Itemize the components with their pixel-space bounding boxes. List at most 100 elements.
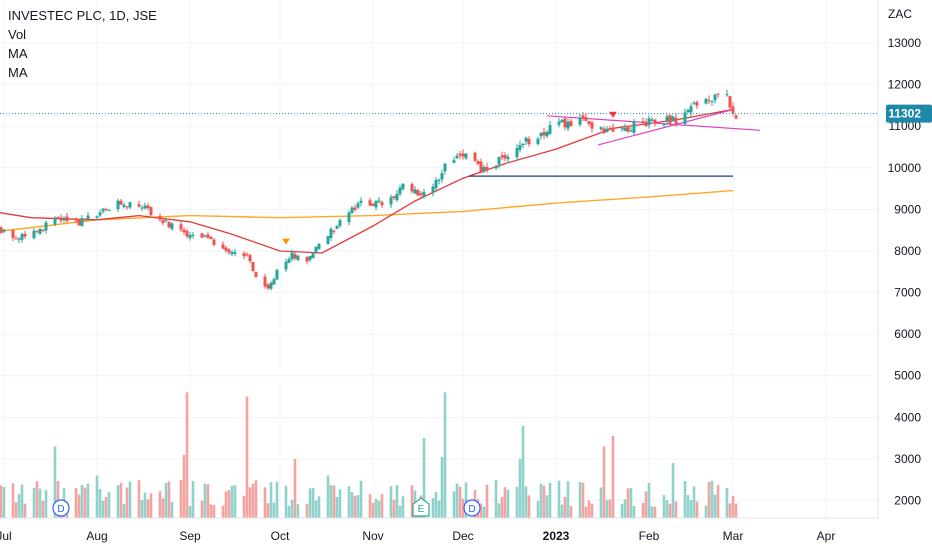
candle [623, 123, 627, 132]
volume-bar [350, 492, 354, 518]
candle-body [500, 155, 504, 158]
volume-bar [356, 495, 360, 518]
volume-bar [422, 438, 426, 518]
candle [206, 232, 210, 239]
candle-body [212, 239, 216, 245]
candle-body [20, 234, 24, 240]
volume-bar [524, 486, 528, 518]
candle-body [332, 230, 336, 232]
time-tick-label: Dec [452, 529, 473, 543]
candle [338, 218, 342, 228]
candle-body [122, 204, 126, 207]
candle [326, 235, 330, 245]
volume-bar [542, 485, 546, 518]
candle [440, 169, 444, 183]
volume-bar [503, 487, 507, 518]
candle [455, 153, 459, 160]
candle [674, 113, 678, 127]
candle [185, 228, 189, 239]
volume-bar [464, 482, 468, 518]
candle [683, 108, 687, 126]
price-tick-label: 8000 [894, 244, 921, 258]
badge-shape [52, 499, 70, 517]
volume-bar [332, 485, 336, 518]
volume-bar [611, 436, 615, 518]
volume-bar [434, 491, 438, 518]
ma-fast-line [0, 108, 734, 254]
volume-bar [392, 499, 396, 518]
candle [140, 205, 144, 212]
candle-body [368, 200, 372, 206]
candle [203, 234, 207, 238]
candle-body [59, 217, 63, 221]
candle [542, 127, 546, 139]
candle [482, 164, 486, 174]
candle-body [398, 187, 402, 195]
volume-bar [149, 493, 153, 518]
candle [356, 201, 360, 210]
volume-bar [44, 490, 48, 518]
candle-body [11, 230, 15, 238]
candle [59, 214, 63, 223]
volume-bar [56, 480, 60, 518]
volume-bar [527, 495, 531, 518]
volume-bar [497, 503, 501, 518]
candle [32, 228, 36, 240]
candle [146, 202, 150, 211]
candle [248, 253, 252, 264]
candle [137, 200, 141, 208]
candle [560, 118, 564, 123]
candle [53, 215, 57, 227]
candle [284, 258, 288, 272]
candle-body [464, 153, 468, 159]
candle [275, 268, 279, 280]
volume-bar [188, 506, 192, 518]
volume-bar [374, 498, 378, 518]
candle-body [494, 166, 498, 169]
time-tick-label: Aug [86, 529, 107, 543]
candle [392, 195, 396, 201]
candle [314, 246, 318, 255]
candle-body [32, 230, 36, 239]
volume-bar [179, 479, 183, 518]
volume-bar [557, 480, 561, 518]
volume-bar [605, 499, 609, 518]
volume-bar [401, 496, 405, 518]
candle [728, 95, 732, 112]
event-badge-d[interactable]: D [52, 499, 70, 517]
candle [590, 121, 594, 133]
candle [524, 136, 528, 146]
candle-body [623, 128, 627, 131]
volume-bar [647, 482, 651, 518]
candle-body [86, 215, 90, 219]
candle [86, 212, 90, 222]
candle-body [308, 256, 312, 260]
candle [170, 221, 174, 231]
candle-body [515, 148, 519, 158]
volume-bar [683, 480, 687, 518]
event-badge-d[interactable]: D [463, 499, 481, 517]
volume-bar [689, 499, 693, 518]
candle-body [65, 216, 69, 222]
candle-body [317, 243, 321, 249]
candle-body [536, 138, 540, 144]
candle [620, 125, 624, 132]
candle-body [41, 229, 45, 231]
time-tick-label: Sep [179, 529, 201, 543]
candle-body [191, 234, 195, 236]
candle [497, 156, 501, 169]
candle-body [74, 220, 78, 222]
volume-bar [242, 495, 246, 518]
volume-bar [725, 488, 729, 518]
candle [422, 188, 426, 199]
volume-bar [233, 485, 237, 518]
candle-body [356, 203, 360, 208]
time-axis: Jul Aug Sep Oct Nov Dec 2023 Feb Mar Apr [0, 529, 835, 543]
event-badge-e[interactable]: E [412, 497, 430, 517]
candle-body [95, 216, 99, 218]
candle-body [539, 132, 543, 137]
candle-body [689, 106, 693, 113]
candle-body [266, 284, 270, 289]
